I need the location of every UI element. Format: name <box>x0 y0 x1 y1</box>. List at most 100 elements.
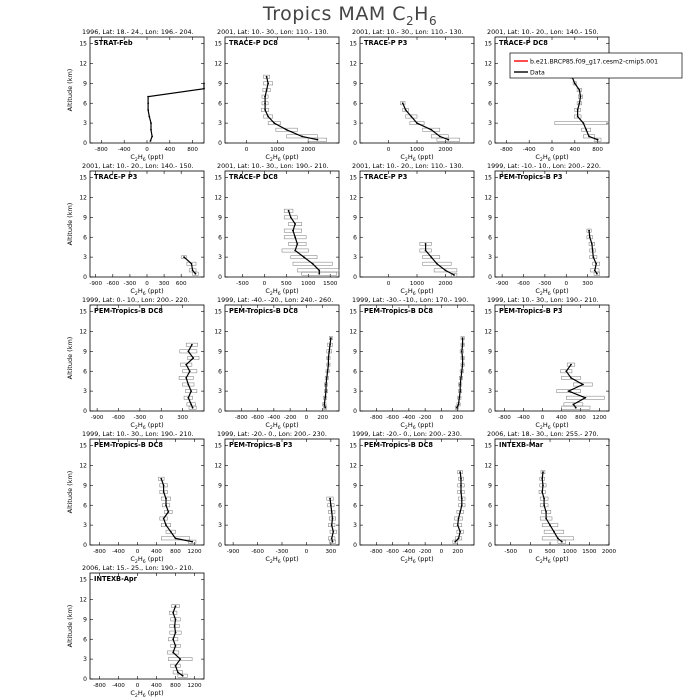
data-point <box>596 138 599 141</box>
data-point <box>181 674 184 677</box>
error-bar <box>572 81 577 86</box>
data-point <box>591 249 594 252</box>
data-point <box>460 370 463 373</box>
panel-header: 1999, Lat: -40.- -20., Lon: 240.- 260. <box>217 296 333 304</box>
data-point <box>287 209 290 212</box>
data-point <box>324 406 327 409</box>
x-tick-label: 0 <box>159 415 163 421</box>
data-point <box>150 128 152 131</box>
y-tick-label: 3 <box>83 120 87 127</box>
x-tick-label: 300 <box>177 415 188 421</box>
y-tick-label: 12 <box>79 463 87 470</box>
data-point <box>165 504 167 507</box>
data-point <box>174 537 177 540</box>
panel-header: 2006, Lat: 15.- 25., Lon: 190.- 210. <box>82 564 194 572</box>
panel-label: STRAT-Feb <box>94 39 133 47</box>
y-tick-label: 9 <box>83 616 87 623</box>
y-tick-label: 9 <box>83 482 87 489</box>
x-tick-label: -800 <box>370 415 383 421</box>
panel-header: 2001, Lat: 10.- 20., Lon: 110.- 130. <box>352 162 464 170</box>
error-bar <box>405 114 418 119</box>
x-tick-label: 1000 <box>301 281 316 287</box>
y-tick-label: 9 <box>218 80 222 87</box>
x-tick-label: 500 <box>545 549 556 555</box>
error-bar <box>450 273 458 277</box>
data-point <box>327 357 330 359</box>
data-point <box>185 376 188 379</box>
panel-header: 1996, Lat: 18.- 24., Lon: 196.- 204. <box>82 28 194 36</box>
data-point <box>459 383 462 386</box>
x-tick-label: -800 <box>498 415 511 421</box>
y-tick-label: 15 <box>79 175 87 182</box>
data-point <box>273 122 276 125</box>
panel-header: 1999, Lat: 10.- 30., Lon: 190.- 210. <box>82 430 194 438</box>
data-point <box>147 108 150 111</box>
y-tick-label: 6 <box>83 368 87 375</box>
data-point <box>187 396 190 399</box>
panel-4: 2001, Lat: 10.- 20., Lon: 140.- 150. TRAC… <box>484 28 610 163</box>
error-bar <box>583 134 595 139</box>
error-bar <box>566 362 576 367</box>
data-point <box>541 477 544 480</box>
error-bar <box>543 529 565 534</box>
x-tick-label: -800 <box>95 147 108 153</box>
y-tick-label: 6 <box>218 502 222 509</box>
data-point <box>165 497 167 500</box>
data-point <box>588 229 590 232</box>
data-point <box>191 269 194 272</box>
data-point <box>457 517 460 520</box>
y-tick-label: 15 <box>484 175 492 182</box>
x-tick-label: 0 <box>136 549 140 555</box>
data-point <box>576 108 579 111</box>
data-point <box>570 376 572 379</box>
y-tick-label: 9 <box>83 80 87 87</box>
x-tick-label: 0 <box>136 683 140 689</box>
y-tick-label: 3 <box>488 254 492 261</box>
x-tick-label: -900 <box>91 415 104 421</box>
x-tick-label: -200 <box>419 415 432 421</box>
data-point <box>331 517 334 520</box>
x-tick-label: -800 <box>500 147 513 153</box>
x-tick-label: 2000 <box>438 147 453 153</box>
x-tick-label: -800 <box>93 549 106 555</box>
data-point <box>457 537 460 540</box>
panel-6: 2001, Lat: 10.- 30., Lon: 190.- 210. TRAC… <box>214 162 340 297</box>
y-tick-label: 9 <box>218 214 222 221</box>
data-point <box>267 115 270 118</box>
panel-label: PEM-Tropics-B DC8 <box>94 441 163 449</box>
data-profile-line <box>264 76 318 141</box>
panel-frame <box>359 438 475 546</box>
data-point <box>188 370 191 373</box>
data-point <box>149 140 152 142</box>
data-point <box>160 477 163 480</box>
panel-label: PEM-Tropics-B DC8 <box>94 307 163 315</box>
panel-label: PEM-Tropics-B P3 <box>229 441 293 449</box>
x-tick-label: 0 <box>145 281 149 287</box>
y-tick-label: 9 <box>353 214 357 221</box>
data-point <box>460 477 462 480</box>
data-point <box>438 135 441 138</box>
error-bar <box>422 127 441 132</box>
y-tick-label: 3 <box>218 254 222 261</box>
y-tick-label: 9 <box>83 214 87 221</box>
data-point <box>592 256 595 259</box>
error-bar <box>185 389 198 393</box>
data-point <box>329 504 332 507</box>
y-tick-label: 3 <box>353 388 357 395</box>
data-point <box>327 363 330 366</box>
x-axis-label: C2H6 (ppt) <box>400 287 433 297</box>
data-point <box>292 229 294 232</box>
x-tick-label: 1000 <box>270 147 285 153</box>
data-point <box>303 256 305 259</box>
data-point <box>459 510 462 513</box>
x-tick-label: 1500 <box>582 549 597 555</box>
data-point <box>148 115 151 118</box>
panel-frame <box>89 572 205 680</box>
y-tick-label: 12 <box>214 61 222 68</box>
data-point <box>294 249 297 252</box>
data-profile-line <box>183 256 196 275</box>
panel-frame <box>494 304 610 412</box>
panel-frame <box>224 36 340 144</box>
y-tick-label: 12 <box>484 61 492 68</box>
data-point <box>318 272 321 275</box>
